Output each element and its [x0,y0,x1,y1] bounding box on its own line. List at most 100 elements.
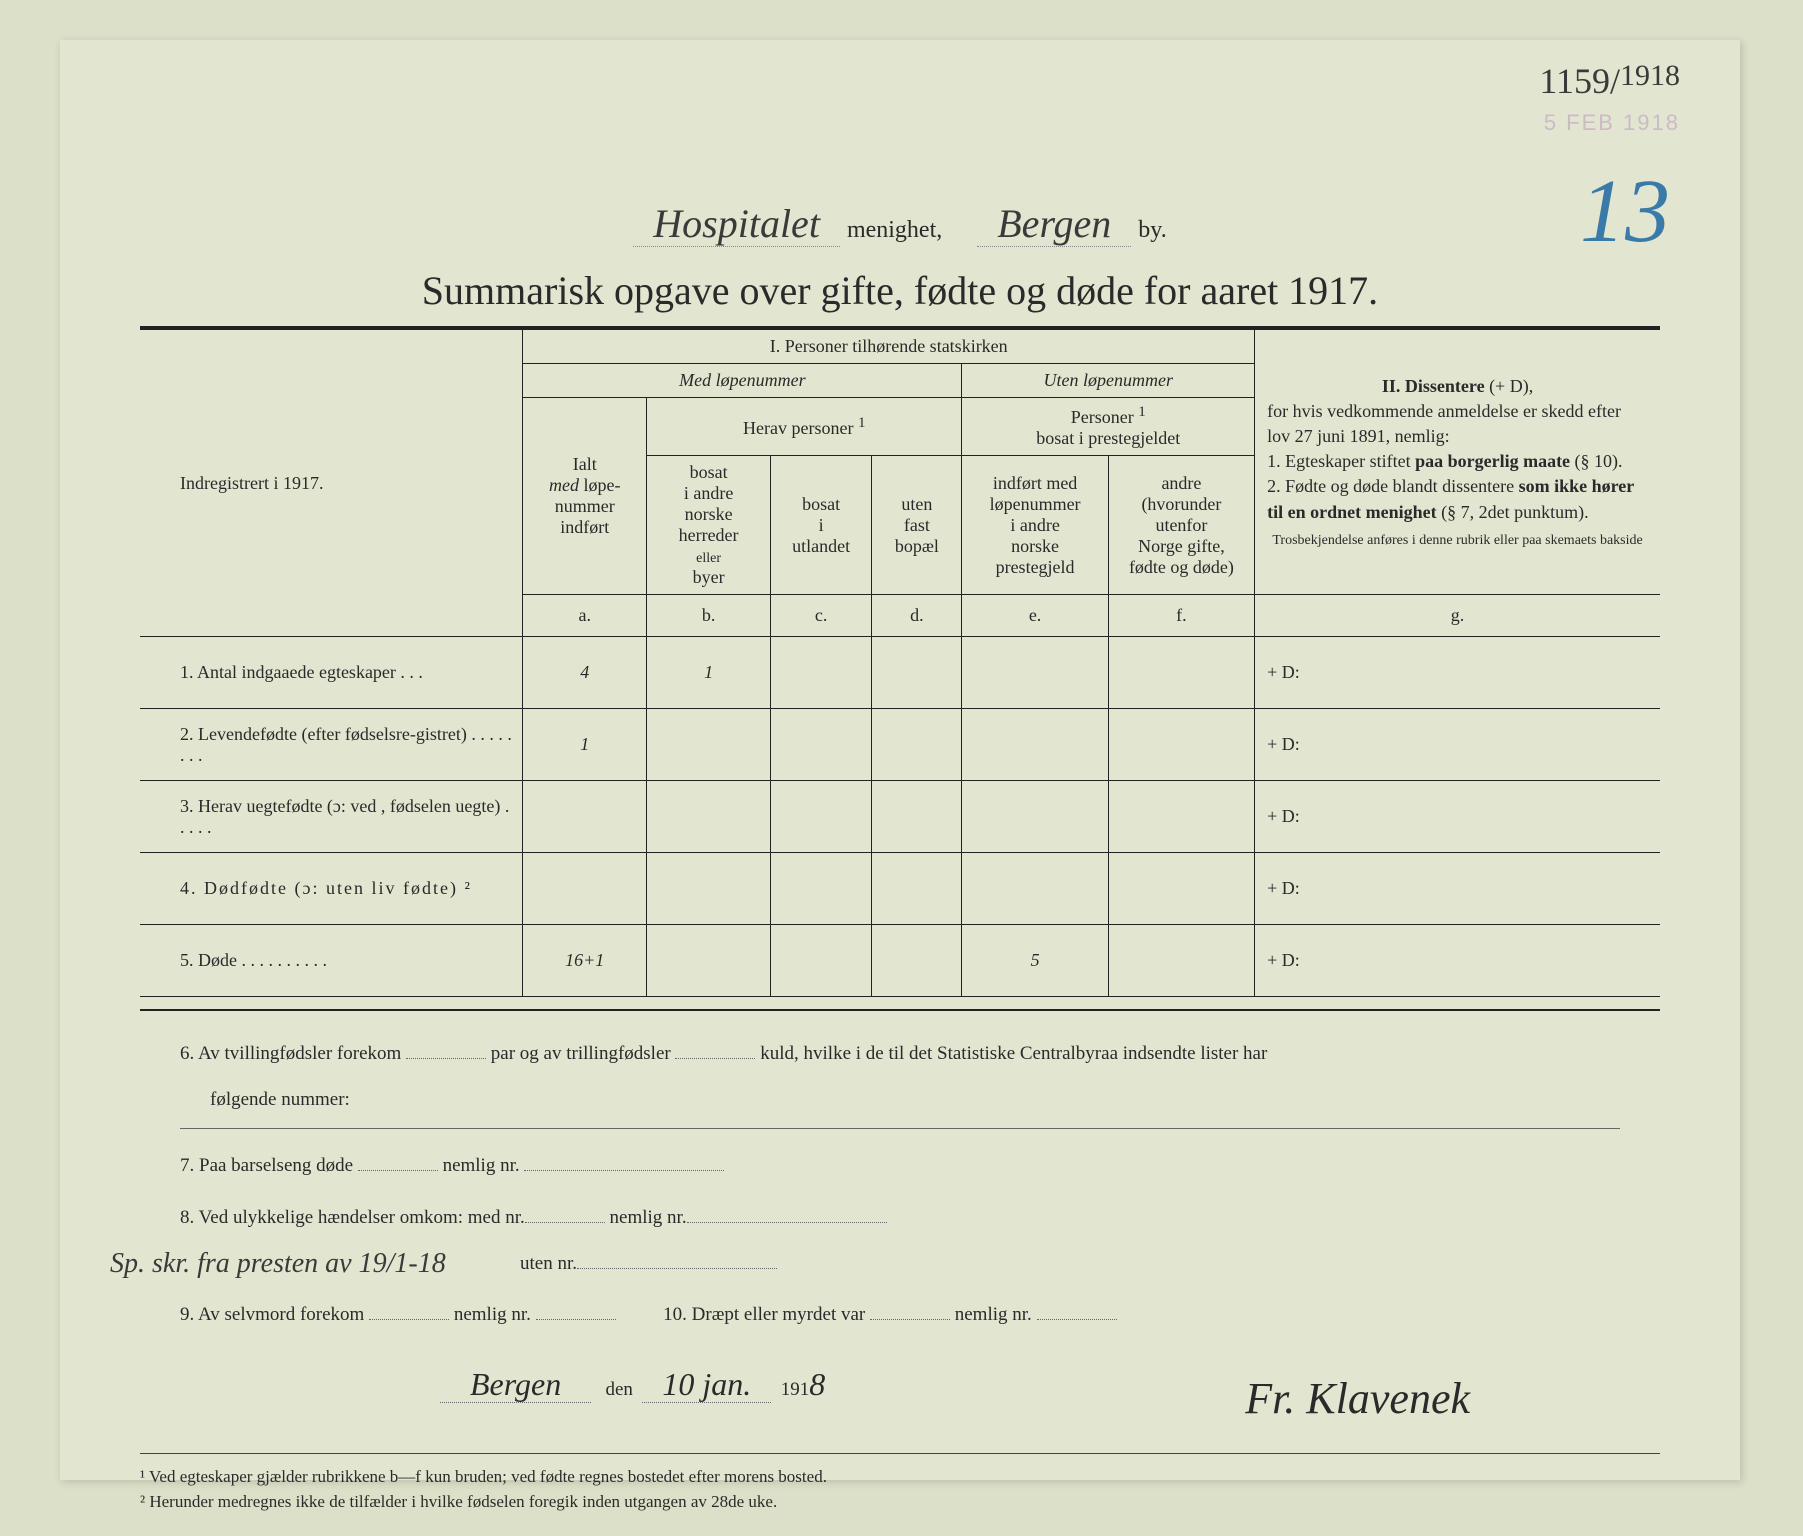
blank-field [870,1302,950,1320]
col-b-header: bosati andrenorskeherrederellerbyer [647,456,771,595]
herav-text: Herav personer [743,418,853,438]
row4-g: + D: [1255,853,1660,925]
row5-g: + D: [1255,925,1660,997]
city-label: by. [1138,217,1166,243]
margin-note: Sp. skr. fra presten av 19/1-18 [110,1248,446,1280]
row2-g: + D: [1255,709,1660,781]
line6-b: par og av trillingfødsler [491,1043,676,1064]
section2-item2a: 2. Fødte og døde blandt dissentere [1267,476,1518,496]
row3-e [962,781,1108,853]
line-6: 6. Av tvillingfødsler forekom par og av … [180,1031,1620,1122]
year-digit: 8 [809,1366,825,1402]
signature-line: Bergen den 10 jan. 1918 Fr. Klavenek [180,1346,1620,1423]
section2-header: II. Dissentere (+ D), for hvis vedkommen… [1255,330,1660,595]
divider [180,1128,1620,1129]
line10-a: 10. Dræpt eller myrdet var [663,1304,870,1325]
signature: Fr. Klavenek [1245,1346,1470,1452]
line-7: 7. Paa barselseng døde nemlig nr. [180,1143,1620,1189]
parish-line: Hospitalet menighet, Bergen by. [140,200,1660,247]
row1-b: 1 [647,637,771,709]
table-bottom-rule [140,1009,1660,1011]
herav-header: Herav personer 1 [647,398,962,456]
city-name: Bergen [977,201,1131,247]
row4-label: 4. Dødfødte (ɔ: uten liv fødte) ² [140,853,523,925]
letter-b: b. [647,595,771,637]
col-d-header: utenfastbopæl [872,456,962,595]
page-number-blue: 13 [1580,160,1670,263]
col-f-header: andre(hvorunderutenforNorge gifte,fødte … [1108,456,1254,595]
row2-c [771,709,872,781]
bosat-preste: bosat i prestegjeldet [1036,428,1180,448]
row5-e: 5 [962,925,1108,997]
row2-f [1108,709,1254,781]
den-label: den [605,1379,632,1400]
line7-b: nemlig nr. [443,1155,525,1176]
row1-label: 1. Antal indgaaede egteskaper . . . [140,637,523,709]
footnote-2: ² Herunder medregnes ikke de tilfælder i… [140,1489,1660,1515]
line6-c: kuld, hvilke i de til det Statistiske Ce… [760,1043,1267,1064]
row1-g: + D: [1255,637,1660,709]
personer-sup: 1 [1138,404,1146,420]
row1-c [771,637,872,709]
section2-paren: (+ D), [1489,376,1533,396]
year-prefix: 191 [781,1379,810,1400]
blank-field [536,1302,616,1320]
row2-label: 2. Levendefødte (efter fødselsre-gistret… [140,709,523,781]
uten-lope-header: Uten løpenummer [962,364,1255,398]
line6-d: følgende nummer: [180,1089,350,1110]
line8-b: nemlig nr. [610,1207,687,1228]
main-table: Indregistrert i 1917. I. Personer tilhør… [140,330,1660,997]
section2-title: II. Dissentere [1382,376,1485,396]
section2-note: Trosbekjendelse anføres i denne rubrik e… [1267,531,1648,551]
letter-d: d. [872,595,962,637]
main-title: Summarisk opgave over gifte, fødte og dø… [140,267,1660,314]
personer-text: Personer [1071,407,1134,427]
letter-c: c. [771,595,872,637]
row3-g: + D: [1255,781,1660,853]
table-row: 3. Herav uegtefødte (ɔ: ved , fødselen u… [140,781,1660,853]
below-table-section: 6. Av tvillingfødsler forekom par og av … [140,1031,1660,1422]
place-signed: Bergen [440,1366,591,1403]
document-page: 1159/1918 5 FEB 1918 13 Hospitalet menig… [60,40,1740,1480]
row4-a [523,853,647,925]
med-lope-header: Med løpenummer [523,364,962,398]
parish-label: menighet, [847,217,942,243]
blank-field [524,1153,724,1171]
row1-d [872,637,962,709]
blank-field [687,1205,887,1223]
row3-label: 3. Herav uegtefødte (ɔ: ved , fødselen u… [140,781,523,853]
line7-a: 7. Paa barselseng døde [180,1155,358,1176]
blank-field [369,1302,449,1320]
row5-label: 5. Døde . . . . . . . . . . [140,925,523,997]
date-signed: 10 jan. [642,1366,771,1403]
blank-field [525,1205,605,1223]
line10-b: nemlig nr. [955,1304,1037,1325]
date-stamp: 5 FEB 1918 [1539,110,1680,136]
row2-e [962,709,1108,781]
row5-c [771,925,872,997]
table-row: 1. Antal indgaaede egteskaper . . . 4 1 … [140,637,1660,709]
row5-d [872,925,962,997]
blank-field [675,1041,755,1059]
archive-number: 1159/1918 [1539,60,1680,102]
section2-item2c: (§ 7, 2det punktum). [1437,502,1589,522]
parish-name: Hospitalet [633,201,840,247]
archive-number-value: 1159 [1539,61,1610,101]
line9-b: nemlig nr. [454,1304,536,1325]
row5-a: 16+1 [523,925,647,997]
letter-e: e. [962,595,1108,637]
row4-f [1108,853,1254,925]
section2-body: for hvis vedkommende anmeldelse er skedd… [1267,401,1621,446]
row1-a: 4 [523,637,647,709]
row4-e [962,853,1108,925]
row4-c [771,853,872,925]
table-row: 2. Levendefødte (efter fødselsre-gistret… [140,709,1660,781]
row2-d [872,709,962,781]
row2-a: 1 [523,709,647,781]
line8-a: 8. Ved ulykkelige hændelser omkom: med n… [180,1207,525,1228]
table-row: 4. Dødfødte (ɔ: uten liv fødte) ² + D: [140,853,1660,925]
row3-d [872,781,962,853]
row4-b [647,853,771,925]
section2-item1b: paa borgerlig maate [1415,451,1570,471]
col-e-header: indført medløpenummeri andrenorskepreste… [962,456,1108,595]
